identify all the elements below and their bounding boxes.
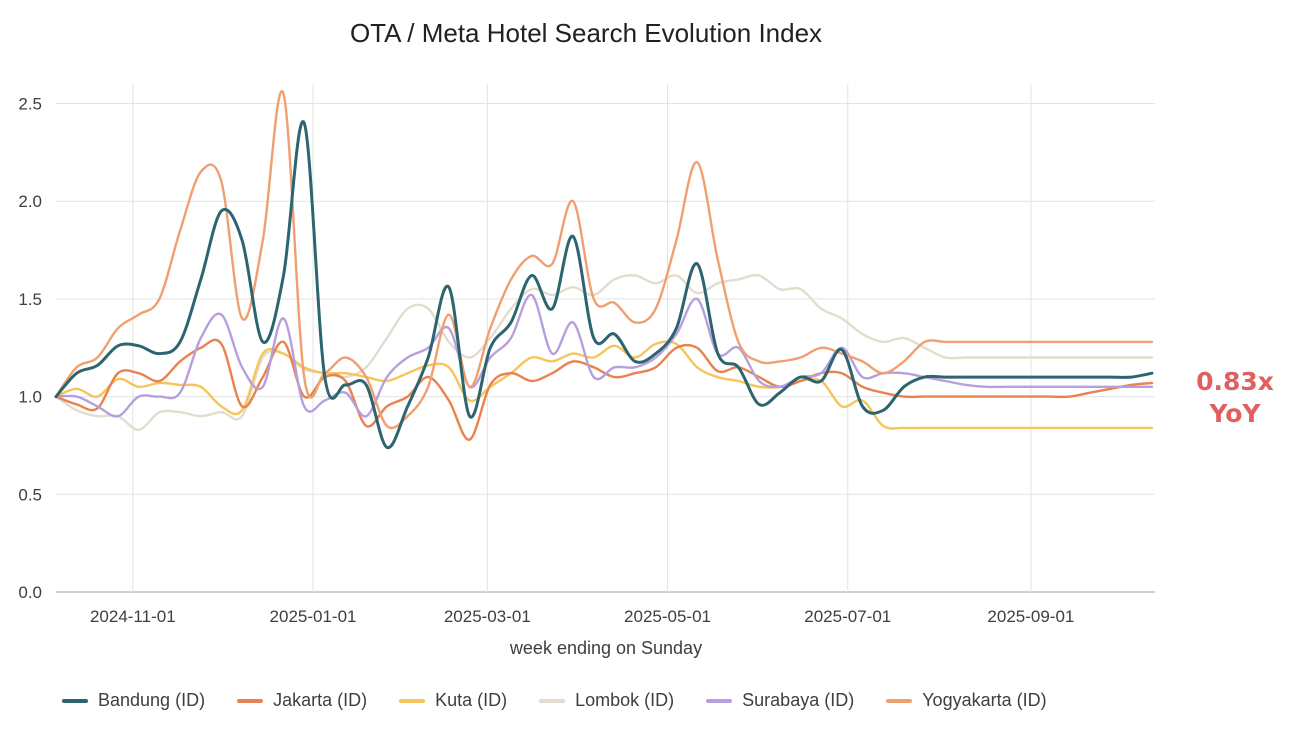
legend-item[interactable]: Jakarta (ID) bbox=[237, 690, 367, 711]
legend-label: Yogyakarta (ID) bbox=[922, 690, 1047, 710]
legend-label: Bandung (ID) bbox=[98, 690, 206, 710]
y-tick-label: 0.0 bbox=[18, 583, 42, 602]
chart-legend: Bandung (ID) Jakarta (ID) Kuta (ID) Lombok … bbox=[62, 690, 1079, 711]
x-axis-label: week ending on Sunday bbox=[509, 638, 702, 658]
line-chart: 0.00.51.01.52.02.5 2024-11-01 2025-01-01 2… bbox=[18, 84, 1155, 658]
legend-item[interactable]: Yogyakarta (ID) bbox=[886, 690, 1047, 711]
series-line-surabaya-id bbox=[54, 293, 1154, 418]
x-tick-label: 2025-05-01 bbox=[624, 607, 711, 626]
x-tick-label: 2024-11-01 bbox=[90, 607, 176, 626]
x-tick-label: 2025-03-01 bbox=[444, 607, 531, 626]
legend-swatch bbox=[539, 698, 566, 703]
series-line-lombok-id bbox=[54, 273, 1154, 431]
series-line-yogyakarta-id bbox=[54, 89, 1154, 430]
series-line-kuta-id bbox=[54, 340, 1154, 430]
legend-label: Surabaya (ID) bbox=[742, 690, 855, 710]
yoy-value: 0.83x bbox=[1196, 367, 1274, 396]
legend-swatch bbox=[399, 698, 426, 703]
x-axis: 2024-11-01 2025-01-01 2025-03-01 2025-05-01… bbox=[90, 607, 1074, 626]
y-tick-label: 1.5 bbox=[18, 290, 42, 309]
legend-swatch bbox=[886, 698, 913, 703]
y-tick-label: 0.5 bbox=[18, 485, 42, 504]
legend-swatch bbox=[706, 698, 733, 703]
y-axis: 0.0 0.5 1.0 1.5 2.0 2.5 bbox=[18, 95, 42, 602]
y-tick-label: 2.5 bbox=[18, 95, 42, 114]
x-tick-label: 2025-01-01 bbox=[270, 607, 357, 626]
x-tick-label: 2025-07-01 bbox=[804, 607, 891, 626]
yoy-annotation: 0.83x YoY bbox=[1180, 366, 1290, 430]
series-line-bandung-id bbox=[54, 120, 1154, 449]
yoy-label: YoY bbox=[1209, 399, 1261, 428]
legend-item[interactable]: Lombok (ID) bbox=[539, 690, 674, 711]
legend-label: Jakarta (ID) bbox=[273, 690, 368, 710]
legend-label: Lombok (ID) bbox=[575, 690, 675, 710]
chart-grid bbox=[56, 84, 1155, 593]
legend-item[interactable]: Surabaya (ID) bbox=[706, 690, 854, 711]
y-tick-label: 1.0 bbox=[18, 388, 42, 407]
chart-series bbox=[54, 89, 1154, 449]
series-line-jakarta-id bbox=[54, 338, 1154, 441]
x-tick-label: 2025-09-01 bbox=[987, 607, 1074, 626]
legend-label: Kuta (ID) bbox=[435, 690, 508, 710]
legend-swatch bbox=[62, 698, 88, 703]
chart-title: OTA / Meta Hotel Search Evolution Index bbox=[349, 18, 823, 48]
legend-item[interactable]: Bandung (ID) bbox=[62, 690, 205, 711]
legend-item[interactable]: Kuta (ID) bbox=[399, 690, 507, 711]
legend-swatch bbox=[237, 698, 264, 703]
y-tick-label: 2.0 bbox=[18, 192, 42, 211]
